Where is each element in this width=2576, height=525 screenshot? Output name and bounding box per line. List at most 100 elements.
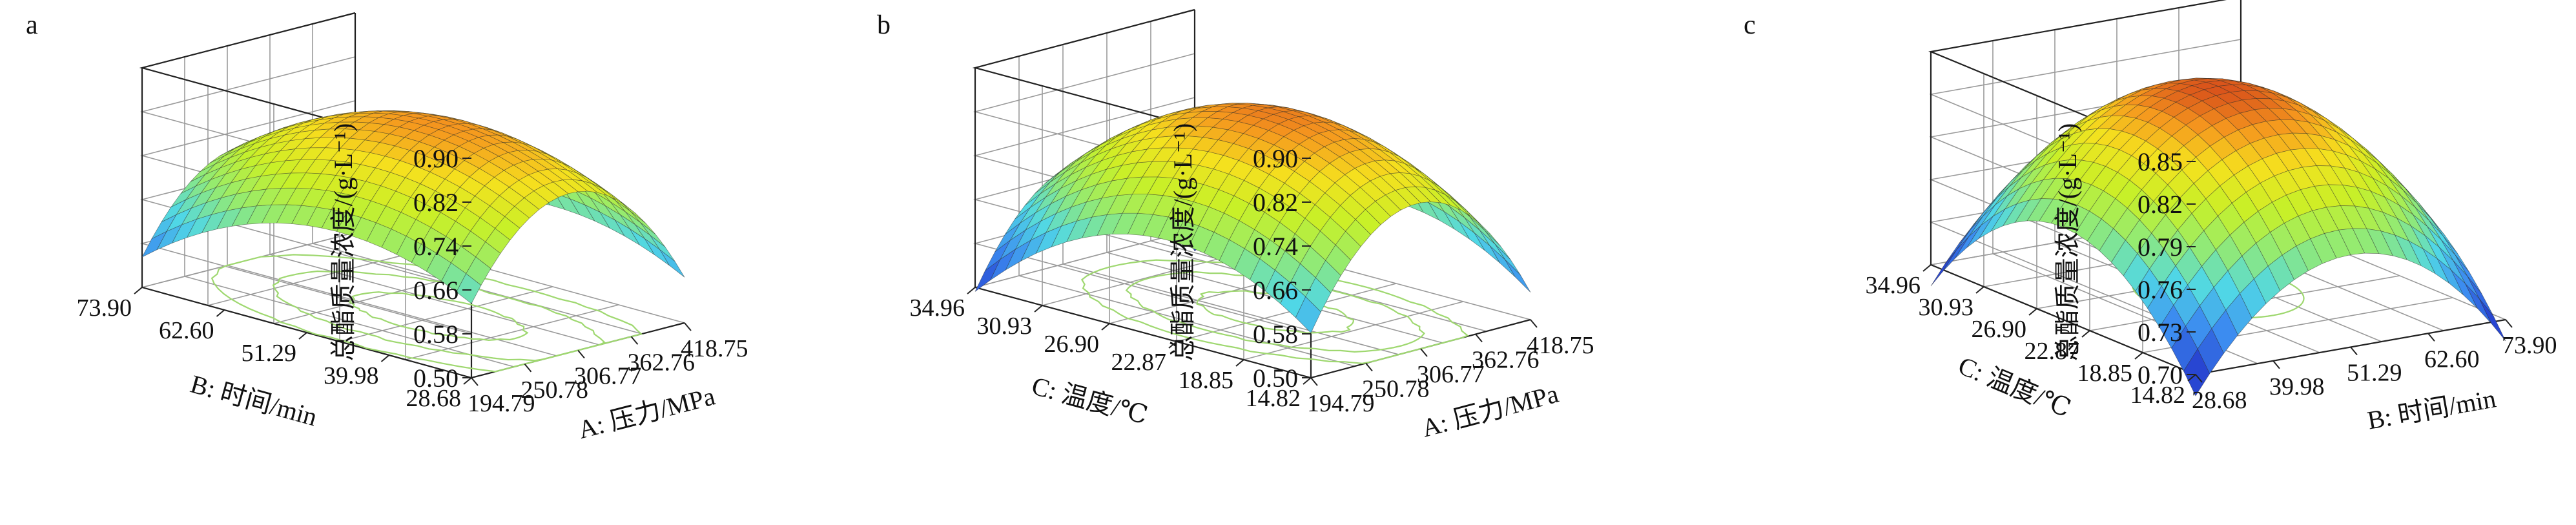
panel-label: a bbox=[26, 10, 38, 40]
y-tick-label: 22.87 bbox=[1111, 349, 1167, 376]
y-tick-label: 18.85 bbox=[1179, 367, 1234, 394]
x-tick-mark bbox=[471, 377, 479, 386]
y-tick-mark bbox=[2187, 374, 2196, 382]
contour-line bbox=[1125, 271, 1425, 353]
y-tick-mark bbox=[1303, 377, 1312, 385]
x-tick-label: 194.79 bbox=[1307, 390, 1375, 417]
x-tick-mark bbox=[1530, 319, 1538, 328]
x-axis-label: A: 压力/MPa bbox=[1419, 379, 1561, 443]
z-tick-label: 0.58 bbox=[1253, 320, 1298, 349]
y-tick-mark bbox=[2134, 352, 2143, 360]
x-tick-mark bbox=[524, 364, 532, 373]
x-tick-label: 250.78 bbox=[1362, 376, 1430, 403]
z-tick-label: 0.82 bbox=[2138, 190, 2183, 219]
x-axis-label: A: 压力/MPa bbox=[575, 381, 718, 444]
x-tick-label: 62.60 bbox=[2424, 345, 2480, 373]
y-tick-label: 34.96 bbox=[910, 294, 965, 322]
panel-a: a 0.50 0.58 0.66 0.74 0.82 0.90 总酯质量浓度/(g·L⁻¹)… bbox=[0, 0, 859, 522]
z-axis: 0.50 0.58 0.66 0.74 0.82 0.90 总酯质量浓度/(g·L⁻¹) bbox=[329, 123, 471, 393]
z-tick-label: 0.58 bbox=[413, 320, 459, 349]
panel-c: c 0.70 0.73 0.76 0.79 0.82 0.85 总酯质量浓度/(g·L⁻¹)… bbox=[1718, 0, 2576, 522]
y-tick-label: 51.29 bbox=[242, 340, 297, 367]
y-axis-label: C: 温度/℃ bbox=[1029, 371, 1151, 429]
y-tick-label: 26.90 bbox=[1972, 316, 2027, 343]
z-tick-label: 0.66 bbox=[1253, 276, 1298, 305]
y-tick-mark bbox=[1168, 341, 1177, 349]
z-tick-label: 0.74 bbox=[413, 232, 459, 261]
x-tick-mark bbox=[2505, 319, 2513, 328]
z-tick-label: 0.82 bbox=[1253, 188, 1298, 217]
y-tick-mark bbox=[2028, 308, 2037, 316]
z-tick-label: 0.73 bbox=[2138, 318, 2183, 347]
y-tick-mark bbox=[1975, 286, 1984, 294]
z-tick-label: 0.90 bbox=[413, 144, 459, 173]
y-tick-mark bbox=[216, 309, 225, 317]
z-tick-label: 0.82 bbox=[413, 188, 459, 217]
y-tick-label: 30.93 bbox=[977, 313, 1033, 340]
y-tick-label: 62.60 bbox=[159, 317, 214, 344]
contour-lines bbox=[211, 254, 643, 373]
x-tick-label: 39.98 bbox=[2269, 373, 2325, 400]
y-tick-label: 28.68 bbox=[406, 385, 462, 412]
contour-line bbox=[348, 291, 529, 341]
contour-line bbox=[211, 254, 643, 373]
panel-b: b 0.50 0.58 0.66 0.74 0.82 0.90 总酯质量浓度/(g·L⁻¹)… bbox=[859, 0, 1718, 522]
z-tick-label: 0.50 bbox=[1253, 364, 1298, 393]
y-tick-label: 30.93 bbox=[1919, 294, 1974, 321]
z-axis-label: 总酯质量浓度/(g·L⁻¹) bbox=[1168, 123, 1197, 362]
x-tick-mark bbox=[1310, 377, 1318, 386]
x-tick-mark bbox=[1365, 362, 1373, 372]
panel-label: c bbox=[1744, 10, 1756, 40]
x-tick-label: 362.76 bbox=[1472, 347, 1540, 374]
x-tick-label: 51.29 bbox=[2347, 360, 2402, 387]
z-tick-label: 0.76 bbox=[2138, 275, 2183, 304]
chart-b-svg: b 0.50 0.58 0.66 0.74 0.82 0.90 总酯质量浓度/(g·L⁻¹)… bbox=[877, 8, 1594, 443]
x-tick-label: 250.78 bbox=[521, 376, 589, 404]
z-tick-label: 0.90 bbox=[1253, 144, 1298, 173]
x-tick-label: 28.68 bbox=[2192, 387, 2247, 414]
chart-c-svg: c 0.70 0.73 0.76 0.79 0.82 0.85 总酯质量浓度/(g·L⁻¹)… bbox=[1744, 0, 2557, 435]
x-tick-mark bbox=[630, 336, 639, 345]
y-tick-label: 34.96 bbox=[1866, 272, 1921, 299]
y-tick-label: 26.90 bbox=[1044, 331, 1100, 358]
z-tick-label: 0.85 bbox=[2138, 147, 2183, 176]
z-tick-label: 0.79 bbox=[2138, 232, 2183, 262]
chart-a-svg: a 0.50 0.58 0.66 0.74 0.82 0.90 总酯质量浓度/(g·L⁻¹)… bbox=[26, 10, 748, 444]
y-tick-mark bbox=[134, 287, 143, 294]
y-tick-label: 73.90 bbox=[77, 294, 132, 322]
x-axis: 28.68 39.98 51.29 62.60 73.90B: 时间/min bbox=[2192, 319, 2557, 435]
x-tick-mark bbox=[684, 322, 692, 331]
z-tick-label: 0.66 bbox=[413, 276, 459, 305]
x-tick-mark bbox=[1420, 348, 1428, 357]
x-tick-label: 418.75 bbox=[681, 335, 748, 362]
x-tick-label: 306.77 bbox=[1417, 361, 1485, 388]
y-tick-mark bbox=[380, 355, 390, 362]
response-surface bbox=[141, 110, 685, 304]
y-tick-label: 22.87 bbox=[2025, 338, 2080, 365]
x-tick-mark bbox=[1475, 333, 1483, 343]
z-axis-label: 总酯质量浓度/(g·L⁻¹) bbox=[2053, 123, 2082, 362]
x-tick-mark bbox=[2350, 346, 2358, 356]
y-tick-mark bbox=[1034, 305, 1043, 313]
x-tick-label: 306.77 bbox=[574, 363, 642, 390]
y-tick-mark bbox=[967, 287, 976, 294]
y-tick-label: 39.98 bbox=[324, 362, 379, 389]
y-axis-label: B: 时间/min bbox=[187, 369, 320, 432]
z-axis: 0.70 0.73 0.76 0.79 0.82 0.85 总酯质量浓度/(g·L⁻¹) bbox=[2053, 123, 2196, 389]
y-tick-label: 14.82 bbox=[2130, 382, 2186, 409]
contour-line bbox=[272, 270, 606, 362]
contour-line bbox=[1080, 259, 1469, 364]
x-tick-label: 418.75 bbox=[1527, 332, 1594, 359]
z-axis-label: 总酯质量浓度/(g·L⁻¹) bbox=[329, 123, 358, 362]
y-tick-mark bbox=[1922, 264, 1932, 272]
response-surface bbox=[974, 103, 1531, 333]
z-tick-label: 0.50 bbox=[413, 364, 459, 393]
x-tick-label: 194.79 bbox=[468, 390, 535, 417]
x-tick-mark bbox=[2427, 333, 2435, 342]
y-tick-mark bbox=[463, 377, 472, 385]
x-tick-label: 362.76 bbox=[628, 349, 696, 376]
panel-label: b bbox=[877, 10, 891, 40]
